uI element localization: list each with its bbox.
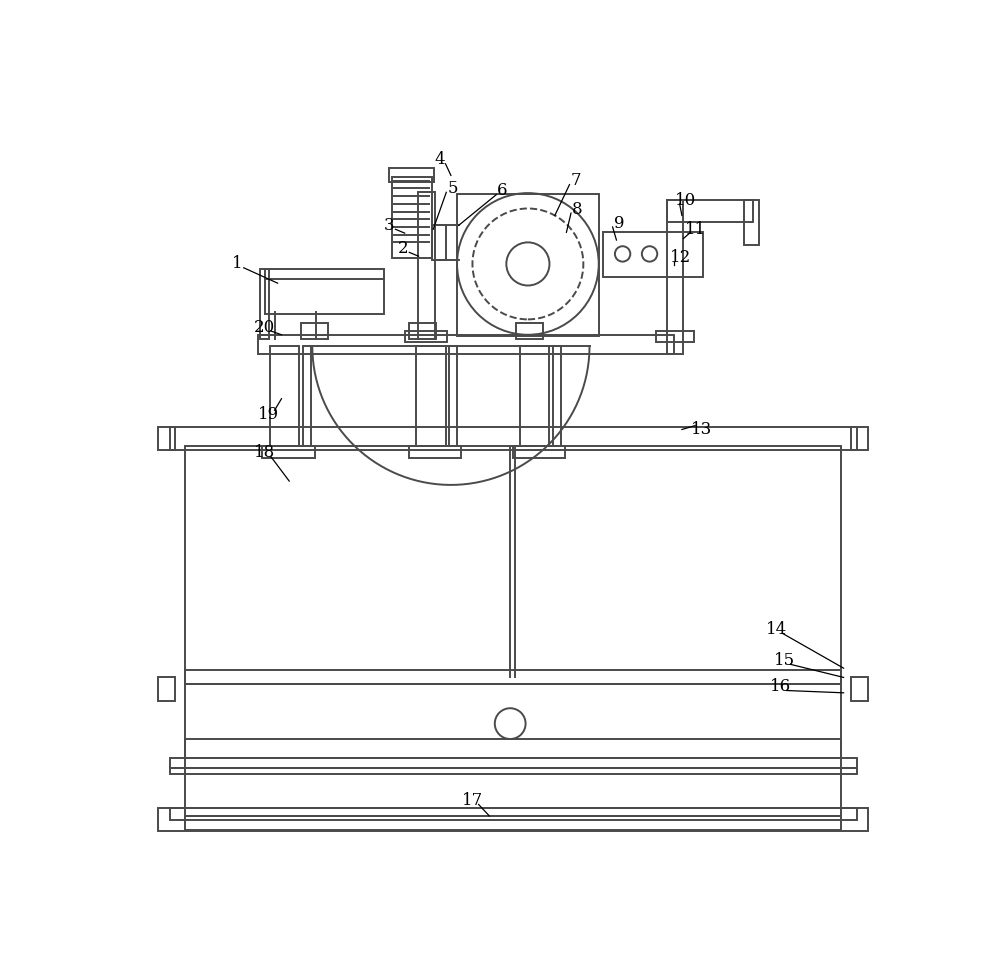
Bar <box>512 447 565 458</box>
Bar <box>409 447 461 458</box>
Text: 5: 5 <box>447 180 458 197</box>
Bar <box>603 233 703 277</box>
Text: 14: 14 <box>766 621 787 638</box>
Bar <box>405 331 447 342</box>
Text: 10: 10 <box>675 191 696 209</box>
Bar <box>553 346 561 447</box>
Bar <box>389 167 434 182</box>
Bar <box>303 346 311 447</box>
Text: 8: 8 <box>572 201 582 218</box>
Text: 18: 18 <box>254 444 275 461</box>
Text: 13: 13 <box>691 421 712 438</box>
Text: 1: 1 <box>232 256 243 272</box>
Text: 11: 11 <box>685 221 706 237</box>
Bar <box>449 346 457 447</box>
Bar <box>516 323 543 338</box>
Bar <box>392 177 432 258</box>
Bar <box>170 758 857 768</box>
Bar <box>851 428 868 451</box>
Text: 20: 20 <box>254 318 275 335</box>
Text: 12: 12 <box>670 249 691 266</box>
Bar <box>265 269 384 314</box>
Text: 16: 16 <box>770 678 791 695</box>
Text: 2: 2 <box>398 240 408 257</box>
Bar <box>158 808 868 831</box>
Bar <box>262 447 315 458</box>
Bar <box>744 200 759 245</box>
Bar <box>851 678 868 701</box>
Bar <box>170 768 857 774</box>
Bar <box>656 331 694 342</box>
Text: 9: 9 <box>614 214 624 232</box>
Bar <box>185 739 841 758</box>
Bar <box>457 194 599 336</box>
Bar <box>170 428 857 451</box>
Bar <box>301 323 328 338</box>
Bar <box>158 678 175 701</box>
Text: 3: 3 <box>384 217 395 234</box>
Bar <box>185 670 841 683</box>
Text: 19: 19 <box>258 406 279 423</box>
Bar <box>260 269 269 338</box>
Bar <box>170 808 857 820</box>
Bar <box>416 346 446 447</box>
Text: 17: 17 <box>462 792 483 809</box>
Bar <box>418 192 435 338</box>
Bar <box>158 428 175 451</box>
Text: 7: 7 <box>570 172 581 189</box>
Bar <box>185 447 841 816</box>
Text: 4: 4 <box>434 152 445 168</box>
Bar <box>270 346 299 447</box>
Bar <box>432 226 446 260</box>
Bar <box>666 200 683 354</box>
Bar <box>258 334 674 354</box>
Bar <box>185 816 841 830</box>
Text: 6: 6 <box>497 183 508 199</box>
Bar <box>520 346 549 447</box>
Bar <box>666 200 753 222</box>
Bar <box>409 323 436 338</box>
Text: 15: 15 <box>774 652 795 669</box>
